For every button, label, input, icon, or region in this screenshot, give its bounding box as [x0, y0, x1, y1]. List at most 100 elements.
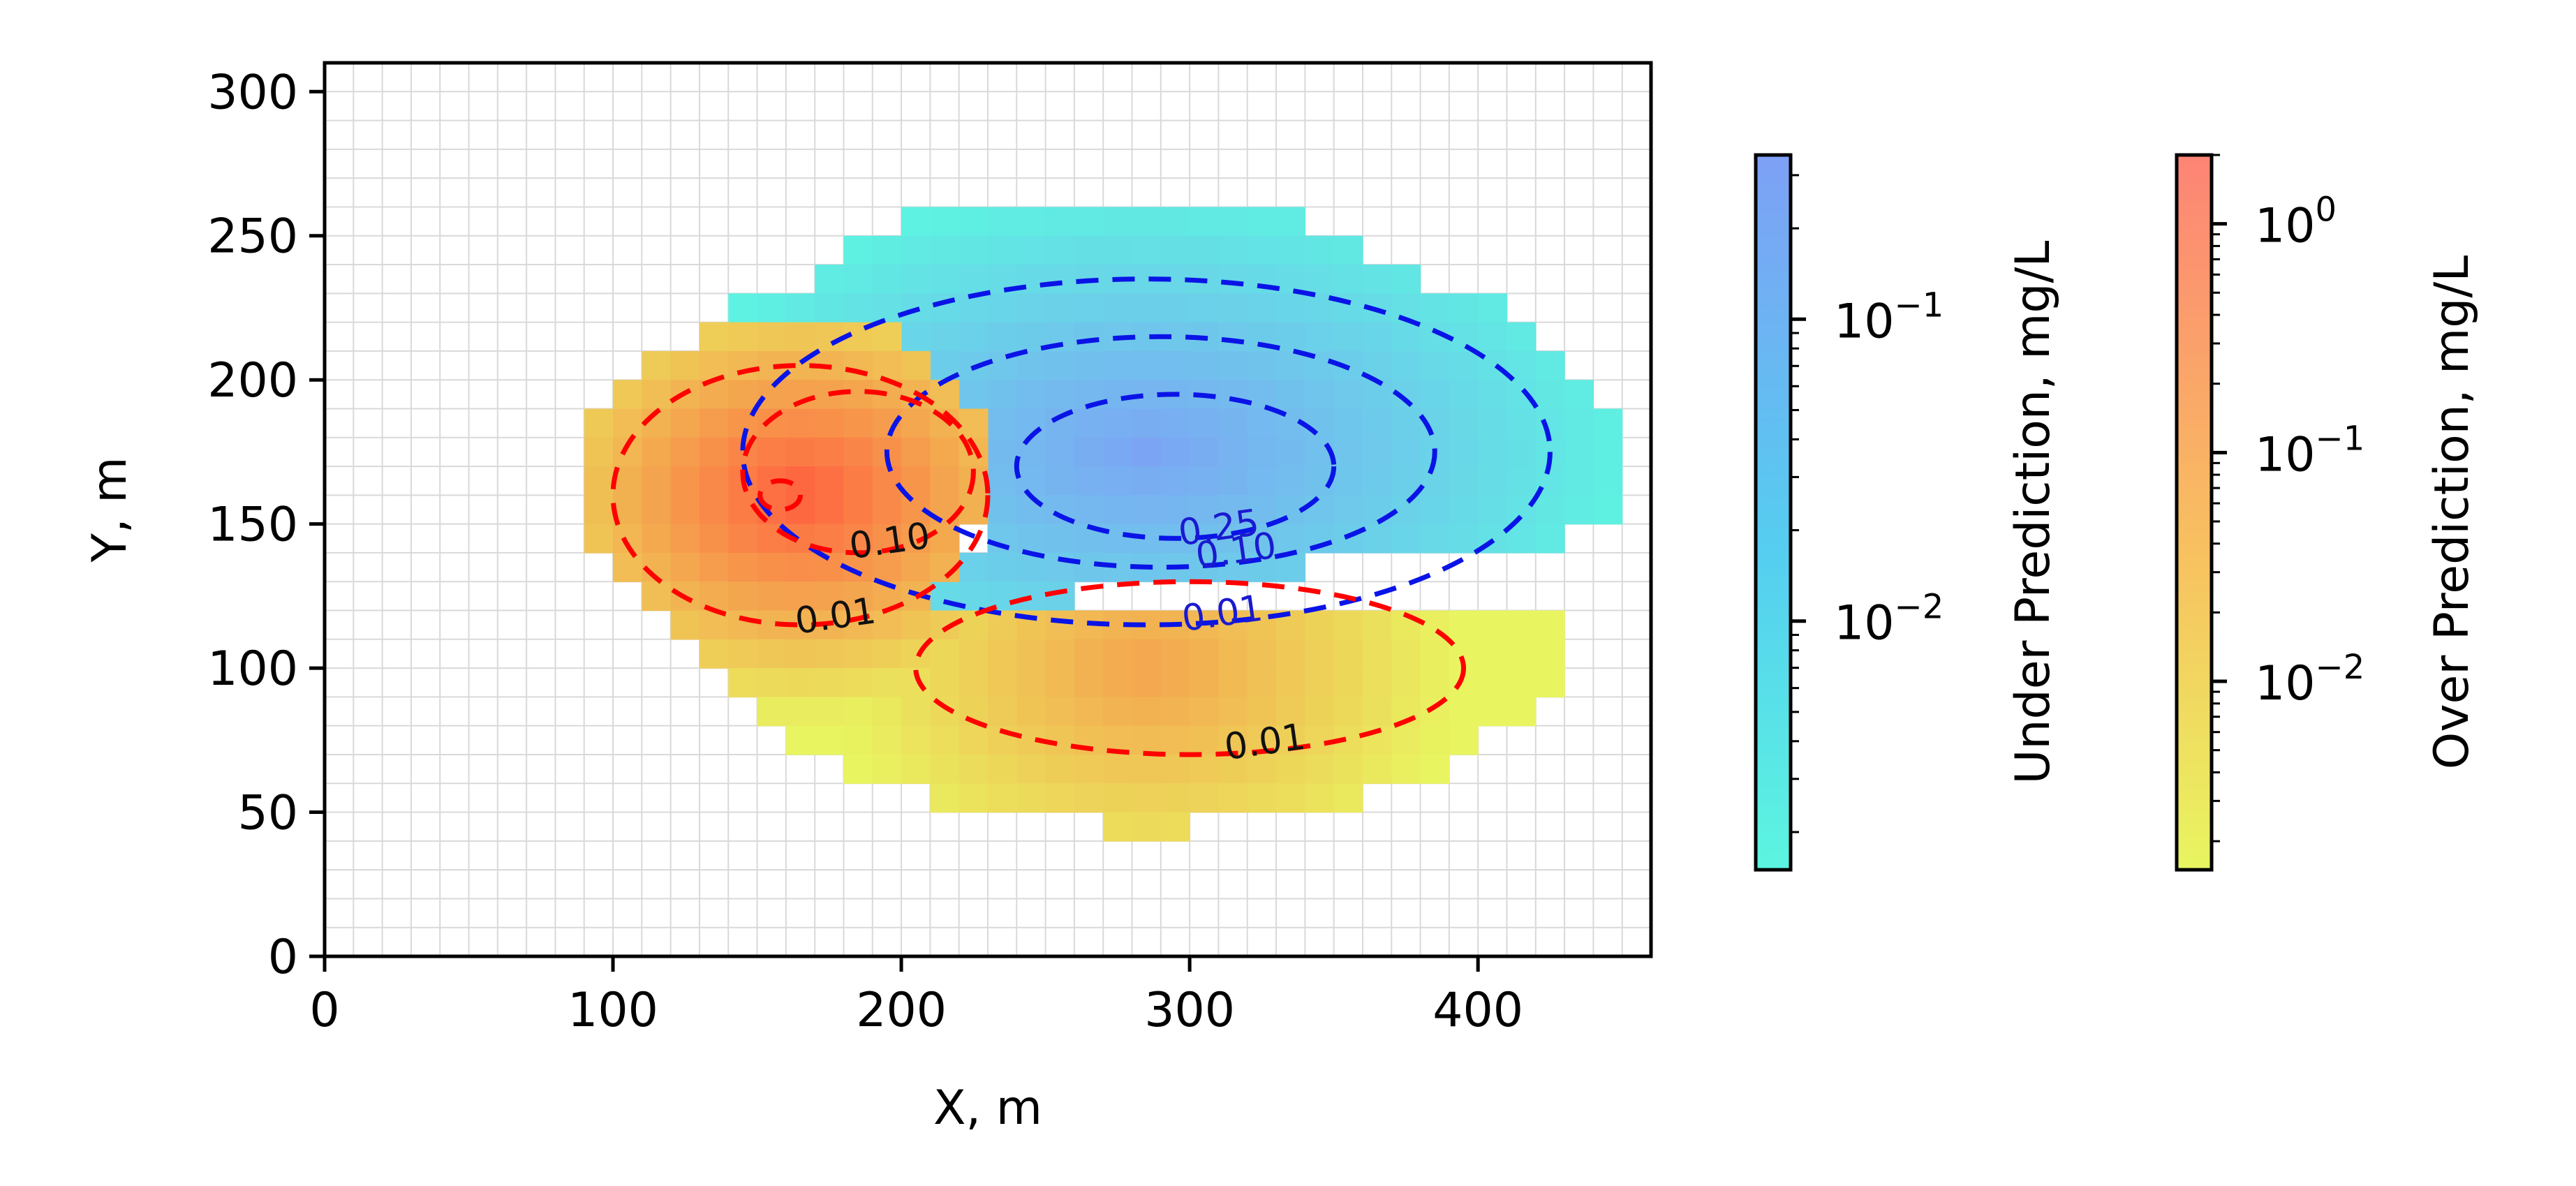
over-prediction-cell	[1276, 783, 1305, 813]
under-prediction-cell	[1218, 466, 1248, 496]
over-prediction-cell	[988, 783, 1017, 813]
over-prediction-cell	[1103, 668, 1133, 697]
over-prediction-cell	[843, 350, 873, 380]
over-prediction-cell	[1333, 668, 1363, 697]
over-prediction-cell	[1218, 725, 1248, 755]
over-prediction-cell	[699, 639, 729, 669]
over-prediction-cell	[1507, 639, 1537, 669]
under-prediction-cell	[1160, 408, 1190, 438]
under-prediction-cell	[1535, 524, 1565, 554]
under-prediction-cell	[1074, 322, 1104, 352]
under-prediction-cell	[901, 265, 931, 294]
over-prediction-cell	[1333, 697, 1363, 727]
under-prediction-cell	[1305, 322, 1335, 352]
over-prediction-cell	[1045, 754, 1075, 784]
over-prediction-cell	[670, 408, 700, 438]
under-prediction-cell	[930, 322, 960, 352]
y-axis: 0 50 100 150 200 250 300	[207, 65, 325, 985]
over-prediction-cell	[1074, 639, 1104, 669]
over-prediction-cell	[815, 322, 845, 352]
under-prediction-cell	[1074, 293, 1104, 323]
under-prediction-cell	[1218, 350, 1248, 380]
under-prediction-cell	[1016, 235, 1046, 265]
under-prediction-cell	[1564, 437, 1594, 467]
under-prediction-cell	[1218, 495, 1248, 525]
over-prediction-cell	[1391, 754, 1421, 784]
over-prediction-cell	[728, 350, 758, 380]
over-prediction-cell	[785, 668, 815, 697]
over-prediction-cell	[1305, 639, 1335, 669]
over-prediction-cell	[815, 581, 845, 611]
over-prediction-cell	[785, 725, 815, 755]
plot-area: 0.010.100.250.010.100.01	[323, 61, 1653, 958]
under-prediction-cell	[1305, 380, 1335, 410]
under-prediction-cell	[1276, 235, 1305, 265]
over-prediction-cell	[728, 524, 758, 554]
under-prediction-cell	[1391, 350, 1421, 380]
over-prediction-cell	[728, 610, 758, 640]
over-prediction-cell	[1190, 668, 1220, 697]
under-prediction-cell	[1362, 524, 1392, 554]
under-prediction-cell	[1449, 380, 1479, 410]
under-prediction-cell	[1449, 350, 1479, 380]
over-prediction-cell	[1478, 610, 1508, 640]
over-prediction-cell	[958, 783, 989, 813]
over-prediction-cell	[699, 466, 729, 496]
x-tick-label: 200	[856, 983, 947, 1038]
over-prediction-cell	[930, 725, 960, 755]
over-prediction-cell	[699, 524, 729, 554]
under-prediction-cell	[988, 495, 1017, 525]
under-prediction-cell	[988, 235, 1017, 265]
over-prediction-cell	[699, 408, 729, 438]
under-colorbar-ticks: 10−1 10−2	[1791, 174, 1944, 833]
over-prediction-cell	[757, 639, 787, 669]
over-prediction-cell	[757, 697, 787, 727]
under-prediction-cell	[1016, 207, 1046, 237]
under-prediction-cell	[1333, 466, 1363, 496]
over-prediction-cell	[930, 466, 960, 496]
under-prediction-cell	[958, 552, 989, 582]
over-prediction-cell	[1016, 639, 1046, 669]
under-prediction-cell	[1132, 207, 1162, 237]
under-prediction-cell	[1218, 235, 1248, 265]
under-prediction-cell	[1103, 437, 1133, 467]
under-prediction-cell	[930, 235, 960, 265]
over-prediction-cell	[1132, 639, 1162, 669]
over-prediction-cell	[1160, 639, 1190, 669]
over-prediction-cell	[901, 408, 931, 438]
over-prediction-cell	[930, 495, 960, 525]
under-prediction-cell	[1507, 524, 1537, 554]
under-prediction-cell	[1333, 322, 1363, 352]
over-prediction-cell	[843, 437, 873, 467]
under-prediction-cell	[1247, 437, 1277, 467]
under-prediction-cell	[1333, 235, 1363, 265]
over-prediction-cell	[1016, 697, 1046, 727]
under-prediction-cell	[1016, 495, 1046, 525]
under-prediction-cell	[1535, 495, 1565, 525]
over-prediction-cell	[1276, 697, 1305, 727]
over-prediction-cell	[1190, 783, 1220, 813]
over-prediction-cell	[1276, 639, 1305, 669]
under-prediction-cell	[1305, 408, 1335, 438]
over-prediction-cell	[1391, 668, 1421, 697]
over-prediction-cell	[584, 466, 614, 496]
over-prediction-cell	[1247, 783, 1277, 813]
y-axis-label: Y, m	[82, 457, 138, 563]
y-tick-label: 200	[207, 353, 298, 408]
under-prediction-cell	[1103, 207, 1133, 237]
under-prediction-cell	[1449, 437, 1479, 467]
under-prediction-cell	[1103, 524, 1133, 554]
over-prediction-cell	[1016, 754, 1046, 784]
over-prediction-cell	[1103, 754, 1133, 784]
over-prediction-cell	[1305, 697, 1335, 727]
under-prediction-cell	[1045, 466, 1075, 496]
under-prediction-cell	[843, 293, 873, 323]
over-prediction-cell	[901, 552, 931, 582]
under-prediction-cell	[1190, 408, 1220, 438]
under-prediction-cell	[728, 293, 758, 323]
under-prediction-cell	[1564, 466, 1594, 496]
under-prediction-cell	[1362, 408, 1392, 438]
over-prediction-cell	[642, 466, 672, 496]
under-prediction-cell	[1218, 524, 1248, 554]
over-prediction-cell	[930, 437, 960, 467]
